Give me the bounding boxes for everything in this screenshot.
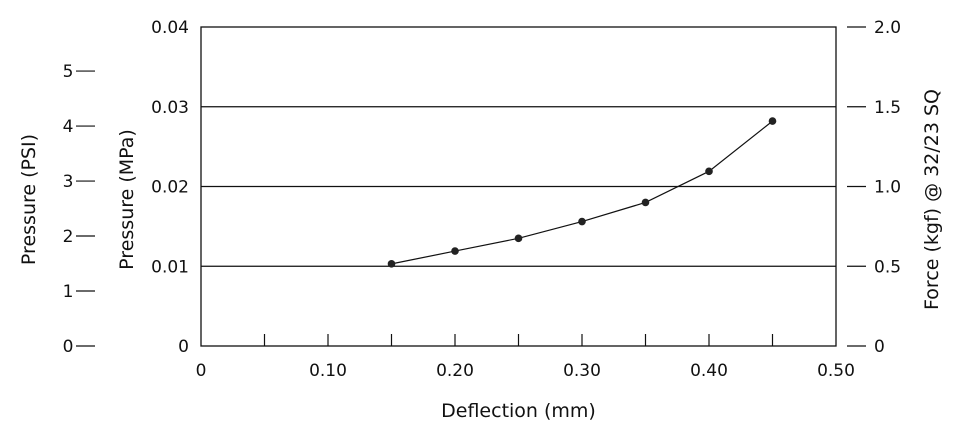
force-tick-label: 0.5: [874, 257, 901, 277]
gridlines: [201, 106, 836, 267]
y-axis-title-mpa: Pressure (MPa): [116, 129, 138, 270]
x-axis-title: Deflection (mm): [441, 400, 596, 422]
data-series: [387, 117, 777, 268]
data-point: [451, 247, 459, 255]
x-tick-label: 0.30: [563, 361, 601, 381]
force-tick-label: 0: [874, 337, 885, 357]
force-tick-label: 1.0: [874, 178, 901, 198]
data-point: [768, 117, 777, 125]
data-point: [578, 217, 586, 226]
y-tick-label: 0: [178, 337, 189, 357]
psi-tick-label: 1: [63, 282, 74, 302]
x-tick-label: 0.20: [436, 361, 474, 381]
data-point: [641, 198, 650, 207]
psi-tick-label: 2: [63, 227, 74, 247]
psi-tick-label: 3: [63, 172, 74, 192]
x-tick-label: 0: [196, 361, 207, 381]
x-tick-label: 0.40: [690, 361, 728, 381]
psi-tick-label: 5: [63, 62, 74, 82]
psi-tick-label: 4: [63, 117, 74, 137]
force-tick-label: 2.0: [874, 18, 901, 38]
data-point: [705, 167, 713, 176]
series-line: [391, 120, 773, 265]
y-axis-title-psi: Pressure (PSI): [18, 134, 40, 265]
x-tick-label: 0.50: [817, 361, 855, 381]
y-tick-label: 0.02: [151, 178, 189, 198]
y-tick-label: 0.01: [151, 257, 189, 277]
ticks: [76, 26, 866, 347]
psi-tick-label: 0: [63, 337, 74, 357]
y-tick-label: 0.03: [151, 98, 189, 118]
x-tick-label: 0.10: [309, 361, 347, 381]
tick-labels: 0 0.10 0.20 0.30 0.40 0.5000.010.020.030.0401…: [63, 18, 901, 381]
force-tick-label: 1.5: [874, 98, 901, 118]
y-axis-title-force: Force (kgf) @ 32/23 SQ: [921, 89, 943, 310]
data-point: [387, 260, 396, 268]
data-point: [514, 234, 523, 243]
y-tick-label: 0.04: [151, 18, 189, 38]
